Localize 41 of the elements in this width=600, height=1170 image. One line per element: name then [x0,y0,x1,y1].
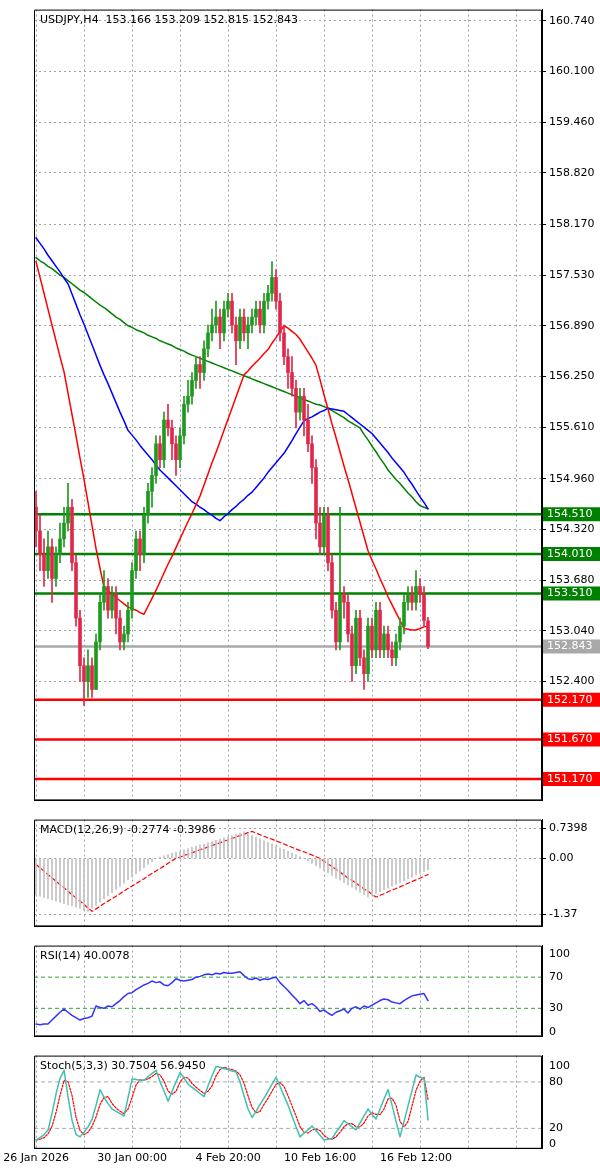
y-tick-label: 0.7398 [549,821,588,835]
y-tick-label: 70 [549,970,563,984]
x-tick-label: 30 Jan 00:00 [97,1151,167,1165]
y-tick-label: 0.00 [549,851,574,865]
y-tick-label: 152.400 [549,674,595,688]
ref-line-label: 151.170 [547,771,593,785]
y-tick-label: 158.170 [549,217,595,231]
chart-title: RSI(14) 40.0078 [40,948,130,962]
ref-line-label: 154.510 [547,507,593,521]
y-tick-label: 153.040 [549,623,595,637]
ref-line-label: 154.010 [547,546,593,560]
ref-line-label: 153.510 [547,586,593,600]
y-tick-label: -1.37 [549,907,578,921]
y-tick-label: 20 [549,1121,563,1135]
x-tick-label: 16 Feb 12:00 [379,1151,453,1165]
y-tick-label: 158.820 [549,165,595,179]
y-tick-label: 155.610 [549,420,595,434]
y-tick-label: 0 [549,1024,556,1038]
x-tick-label: 26 Jan 2026 [3,1151,70,1165]
y-tick-label: 153.680 [549,572,595,586]
y-tick-label: 0 [549,1136,556,1150]
y-tick-label: 156.250 [549,369,595,383]
y-tick-label: 30 [549,1001,563,1015]
y-tick-label: 160.100 [549,64,595,78]
y-tick-label: 154.960 [549,471,595,485]
y-tick-label: 160.740 [549,13,595,27]
y-tick-label: 156.890 [549,318,595,332]
x-tick-label: 4 Feb 20:00 [195,1151,261,1165]
y-tick-label: 159.460 [549,114,595,128]
ref-line-label: 152.170 [547,692,593,706]
ref-line-label: 151.670 [547,732,593,746]
y-tick-label: 157.530 [549,267,595,281]
chart-title: USDJPY,H4 153.166 153.209 152.815 152.843 [40,12,299,26]
ref-line-label: 152.843 [547,639,593,653]
y-tick-label: 100 [549,1059,570,1073]
chart-title: Stoch(5,3,3) 30.7504 56.9450 [40,1058,206,1072]
y-tick-label: 100 [549,946,570,960]
x-tick-label: 10 Feb 16:00 [283,1151,357,1165]
y-tick-label: 154.320 [549,522,595,536]
y-tick-label: 80 [549,1074,563,1088]
chart-title: MACD(12,26,9) -0.2774 -0.3986 [40,822,216,836]
